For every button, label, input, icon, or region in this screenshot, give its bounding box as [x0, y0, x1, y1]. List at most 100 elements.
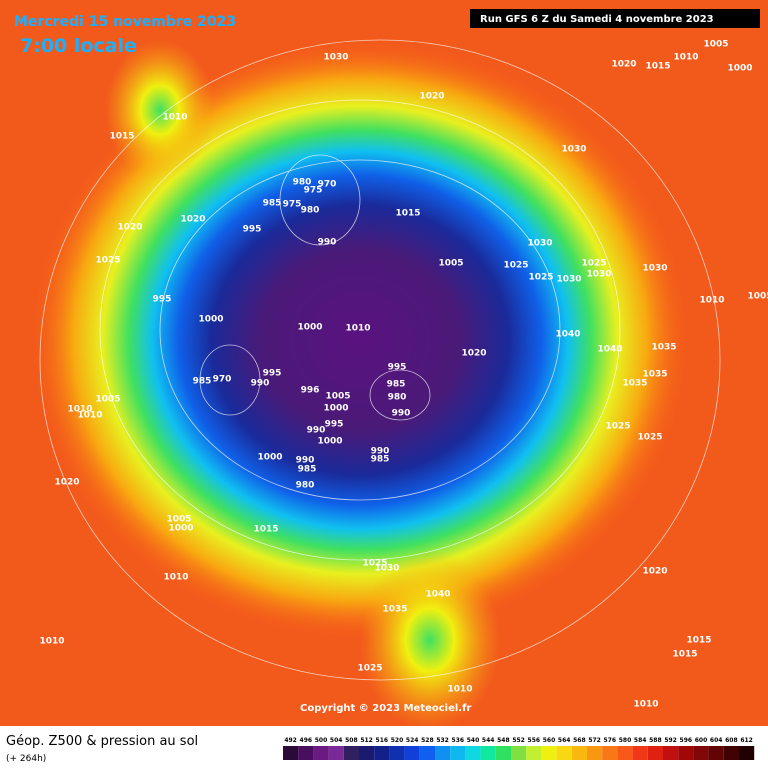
- isobar-label: 1030: [374, 564, 399, 574]
- isobar-label: 1015: [672, 650, 697, 660]
- isobar-label: 975: [283, 200, 302, 210]
- isobar-label: 1000: [297, 323, 322, 333]
- isobar-label: 1020: [180, 215, 205, 225]
- isobar-label: 1035: [642, 370, 667, 380]
- date: Mercredi 15 novembre 2023: [14, 14, 236, 30]
- legend-swatch: [374, 746, 390, 760]
- isobar-label: 1030: [556, 275, 581, 285]
- isobar-label: 1010: [633, 700, 658, 710]
- legend-swatch: [602, 746, 618, 760]
- isobar-label: 1010: [699, 296, 724, 306]
- color-legend: 492 496 500 504 508 512 516 520 524 528 532 536 540 5…: [283, 737, 755, 760]
- isobar-label: 990: [251, 379, 270, 389]
- geopotential-field: [360, 550, 500, 730]
- isobar-label: 1005: [166, 515, 191, 525]
- isobar-label: 1005: [438, 259, 463, 269]
- copyright: Copyright © 2023 Meteociel.fr: [300, 703, 471, 714]
- isobar-label: 1005: [95, 395, 120, 405]
- legend-label: 612: [740, 737, 753, 744]
- isobar-label: 1030: [323, 53, 348, 63]
- legend-label: 508: [345, 737, 358, 744]
- legend-swatch: [404, 746, 420, 760]
- isobar-label: 1025: [605, 422, 630, 432]
- isobar-label: 995: [325, 420, 344, 430]
- legend-label: 600: [695, 737, 708, 744]
- isobar-label: 1020: [611, 60, 636, 70]
- isobar-label: 985: [298, 465, 317, 475]
- legend-swatch: [556, 746, 572, 760]
- isobar-label: 1020: [54, 478, 79, 488]
- isobar-label: 1010: [67, 405, 92, 415]
- legend-swatch: [571, 746, 587, 760]
- isobar-label: 1030: [561, 145, 586, 155]
- isobar-label: 995: [153, 295, 172, 305]
- legend-label: 496: [300, 737, 313, 744]
- isobar-label: 1025: [637, 433, 662, 443]
- isobar-label: 980: [388, 393, 407, 403]
- isobar-label: 1010: [163, 573, 188, 583]
- legend-label: 592: [664, 737, 677, 744]
- legend-swatch: [283, 746, 299, 760]
- footer-title: Géop. Z500 & pression au sol: [6, 734, 198, 749]
- isobar-label: 985: [193, 377, 212, 387]
- isobar-label: 1030: [586, 270, 611, 280]
- isobar-label: 1010: [673, 53, 698, 63]
- isobar-label: 1025: [95, 256, 120, 266]
- legend-swatch: [359, 746, 375, 760]
- legend-label: 528: [421, 737, 434, 744]
- isobar-label: 1040: [555, 330, 580, 340]
- isobar-label: 990: [307, 426, 326, 436]
- legend-swatch: [511, 746, 527, 760]
- geopotential-field: [30, 40, 690, 640]
- legend-label: 504: [330, 737, 343, 744]
- isobar-label: 985: [371, 455, 390, 465]
- isobar-label: 1025: [503, 261, 528, 271]
- isobar-label: 985: [263, 199, 282, 209]
- isobar-label: 1030: [642, 264, 667, 274]
- legend-swatch: [678, 746, 694, 760]
- legend-label: 544: [482, 737, 495, 744]
- isobar-label: 1005: [747, 292, 768, 302]
- isobar-label: 1025: [362, 559, 387, 569]
- isobar-label: 1000: [317, 437, 342, 447]
- isobar-label: 1010: [447, 685, 472, 695]
- legend-swatch: [450, 746, 466, 760]
- legend-swatch: [647, 746, 663, 760]
- isobar-label: 1020: [642, 567, 667, 577]
- isobar-label: 1015: [253, 525, 278, 535]
- isobar-label: 995: [388, 363, 407, 373]
- isobar-label: 970: [318, 180, 337, 190]
- lead-time: (+ 264h): [6, 754, 46, 764]
- isobar-label: 1005: [703, 40, 728, 50]
- isobar-label: 995: [263, 369, 282, 379]
- legend-swatch: [708, 746, 724, 760]
- legend-swatch: [465, 746, 481, 760]
- isobar-label: 1025: [581, 259, 606, 269]
- isobar-label: 1000: [257, 453, 282, 463]
- isobar-label: 1015: [645, 62, 670, 72]
- legend-label: 576: [604, 737, 617, 744]
- legend-swatch: [587, 746, 603, 760]
- legend-label: 556: [528, 737, 541, 744]
- isobar-label: 1040: [597, 345, 622, 355]
- legend-swatch: [328, 746, 344, 760]
- isobar-label: 1015: [395, 209, 420, 219]
- legend-label: 492: [284, 737, 297, 744]
- geopotential-field: [105, 40, 215, 180]
- legend-label: 584: [634, 737, 647, 744]
- isobar-label: 975: [304, 186, 323, 196]
- legend-swatch: [723, 746, 739, 760]
- isobar-label: 1035: [382, 605, 407, 615]
- isobar-label: 1010: [39, 637, 64, 647]
- isobar-label: 1015: [686, 636, 711, 646]
- isobar-label: 1000: [727, 64, 752, 74]
- isobar-label: 1035: [651, 343, 676, 353]
- legend-swatch: [617, 746, 633, 760]
- isobar-label: 990: [296, 456, 315, 466]
- legend-label: 532: [436, 737, 449, 744]
- isobar-label: 1010: [162, 113, 187, 123]
- legend-label: 580: [619, 737, 632, 744]
- legend-swatch: [419, 746, 435, 760]
- legend-swatch: [663, 746, 679, 760]
